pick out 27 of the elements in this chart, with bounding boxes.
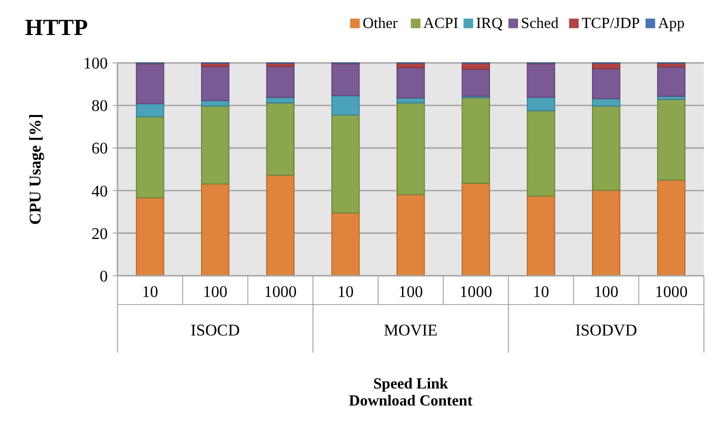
x-tick-label: 100 [398,282,423,301]
x-tick-label: 10 [532,282,550,301]
y-tick-label: 60 [91,138,108,158]
y-tick-label: 40 [91,181,108,200]
x-tick-label: 10 [142,282,158,301]
x-tick-label: 1000 [654,282,688,301]
x-tick-label: 100 [594,282,618,301]
legend-label: Other [362,15,398,32]
x-tick-label: 1000 [264,282,297,301]
x-tick-label: 10 [337,282,354,301]
y-tick-label: 100 [83,54,108,73]
y-tick-label: 0 [100,266,108,286]
legend-label: App [658,15,685,32]
text: ISODVD [575,320,638,340]
text: MOVIE [384,320,438,340]
legend-label: IRQ [476,15,503,32]
x-tick-label: 1000 [459,282,492,301]
x-axis-title: Speed Link Download Content [348,375,474,410]
legend-label: ACPI [423,15,458,32]
y-tick-label: 80 [91,96,108,116]
legend-label: TCP/JDP [582,15,640,32]
text: ISOCD [190,320,240,340]
legend-label: Sched [520,15,559,32]
y-axis-title: CPU Usage [%] [25,114,44,225]
chart-title: HTTP [25,14,88,40]
y-tick-label: 20 [91,224,108,243]
x-tick-label: 100 [202,282,228,301]
